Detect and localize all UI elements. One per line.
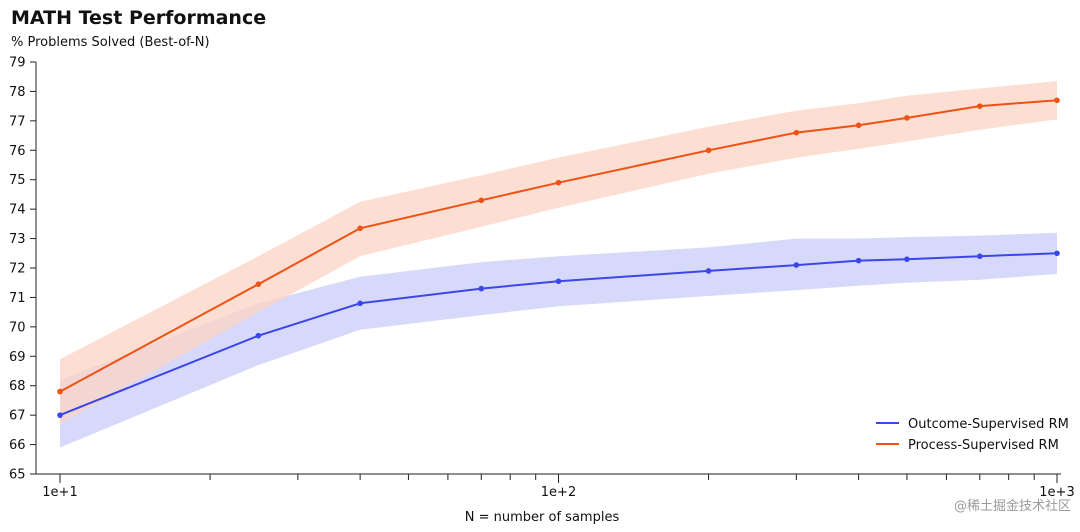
y-tick-label: 77 bbox=[9, 114, 26, 129]
y-tick-label: 67 bbox=[9, 409, 26, 424]
data-point-outcome bbox=[976, 253, 983, 260]
confidence-band-process bbox=[60, 81, 1057, 424]
confidence-band-outcome bbox=[60, 232, 1057, 448]
y-axis-subtitle: % Problems Solved (Best-of-N) bbox=[11, 35, 210, 50]
y-tick-label: 79 bbox=[9, 56, 26, 71]
chart-title: MATH Test Performance bbox=[11, 7, 266, 29]
y-tick-label: 70 bbox=[9, 320, 26, 335]
data-point-outcome bbox=[555, 278, 562, 285]
data-point-process bbox=[855, 122, 862, 129]
data-point-outcome bbox=[793, 262, 800, 268]
data-point-outcome bbox=[705, 268, 712, 274]
series-points bbox=[57, 97, 1060, 418]
y-tick-label: 71 bbox=[9, 291, 26, 306]
data-point-outcome bbox=[478, 285, 485, 292]
y-tick-label: 69 bbox=[9, 350, 26, 365]
y-tick-label: 73 bbox=[9, 232, 26, 247]
y-tick-label: 75 bbox=[9, 173, 26, 188]
y-tick-label: 68 bbox=[9, 379, 26, 394]
data-point-process bbox=[478, 197, 485, 204]
y-tick-label: 74 bbox=[9, 203, 26, 218]
y-tick-label: 78 bbox=[9, 85, 26, 100]
y-ticks: 65 66 67 68 69 70 71 72 73 74 75 76 77 78 79 bbox=[9, 56, 36, 483]
y-tick-label: 65 bbox=[9, 468, 26, 483]
legend: Outcome-Supervised RM Process-Supervised … bbox=[876, 417, 1069, 453]
y-tick-label: 76 bbox=[9, 144, 26, 159]
x-ticks: 1e+1 1e+2 1e+3 bbox=[42, 474, 1075, 500]
data-point-outcome bbox=[855, 257, 862, 264]
data-point-process bbox=[705, 147, 712, 154]
data-point-outcome bbox=[255, 332, 262, 339]
data-point-process bbox=[57, 388, 63, 395]
y-tick-label: 66 bbox=[9, 438, 26, 453]
data-point-process bbox=[793, 129, 800, 136]
data-point-process bbox=[976, 103, 983, 109]
x-tick-label: 1e+1 bbox=[42, 485, 77, 500]
x-tick-label: 1e+2 bbox=[541, 485, 576, 500]
data-point-outcome bbox=[904, 256, 910, 262]
x-tick-label: 1e+3 bbox=[1039, 485, 1074, 500]
data-point-process bbox=[555, 179, 562, 186]
data-point-process bbox=[904, 115, 910, 121]
data-point-outcome bbox=[57, 412, 63, 418]
data-point-process bbox=[255, 281, 262, 287]
data-point-outcome bbox=[1054, 250, 1060, 257]
data-point-process bbox=[1054, 97, 1060, 104]
legend-label-outcome: Outcome-Supervised RM bbox=[908, 417, 1069, 432]
x-axis-label: N = number of samples bbox=[465, 510, 620, 525]
data-point-outcome bbox=[357, 300, 363, 307]
legend-label-process: Process-Supervised RM bbox=[908, 438, 1059, 453]
confidence-bands bbox=[60, 81, 1057, 448]
data-point-process bbox=[357, 225, 363, 232]
watermark: @稀土掘金技术社区 bbox=[954, 498, 1071, 514]
y-tick-label: 72 bbox=[9, 262, 26, 277]
